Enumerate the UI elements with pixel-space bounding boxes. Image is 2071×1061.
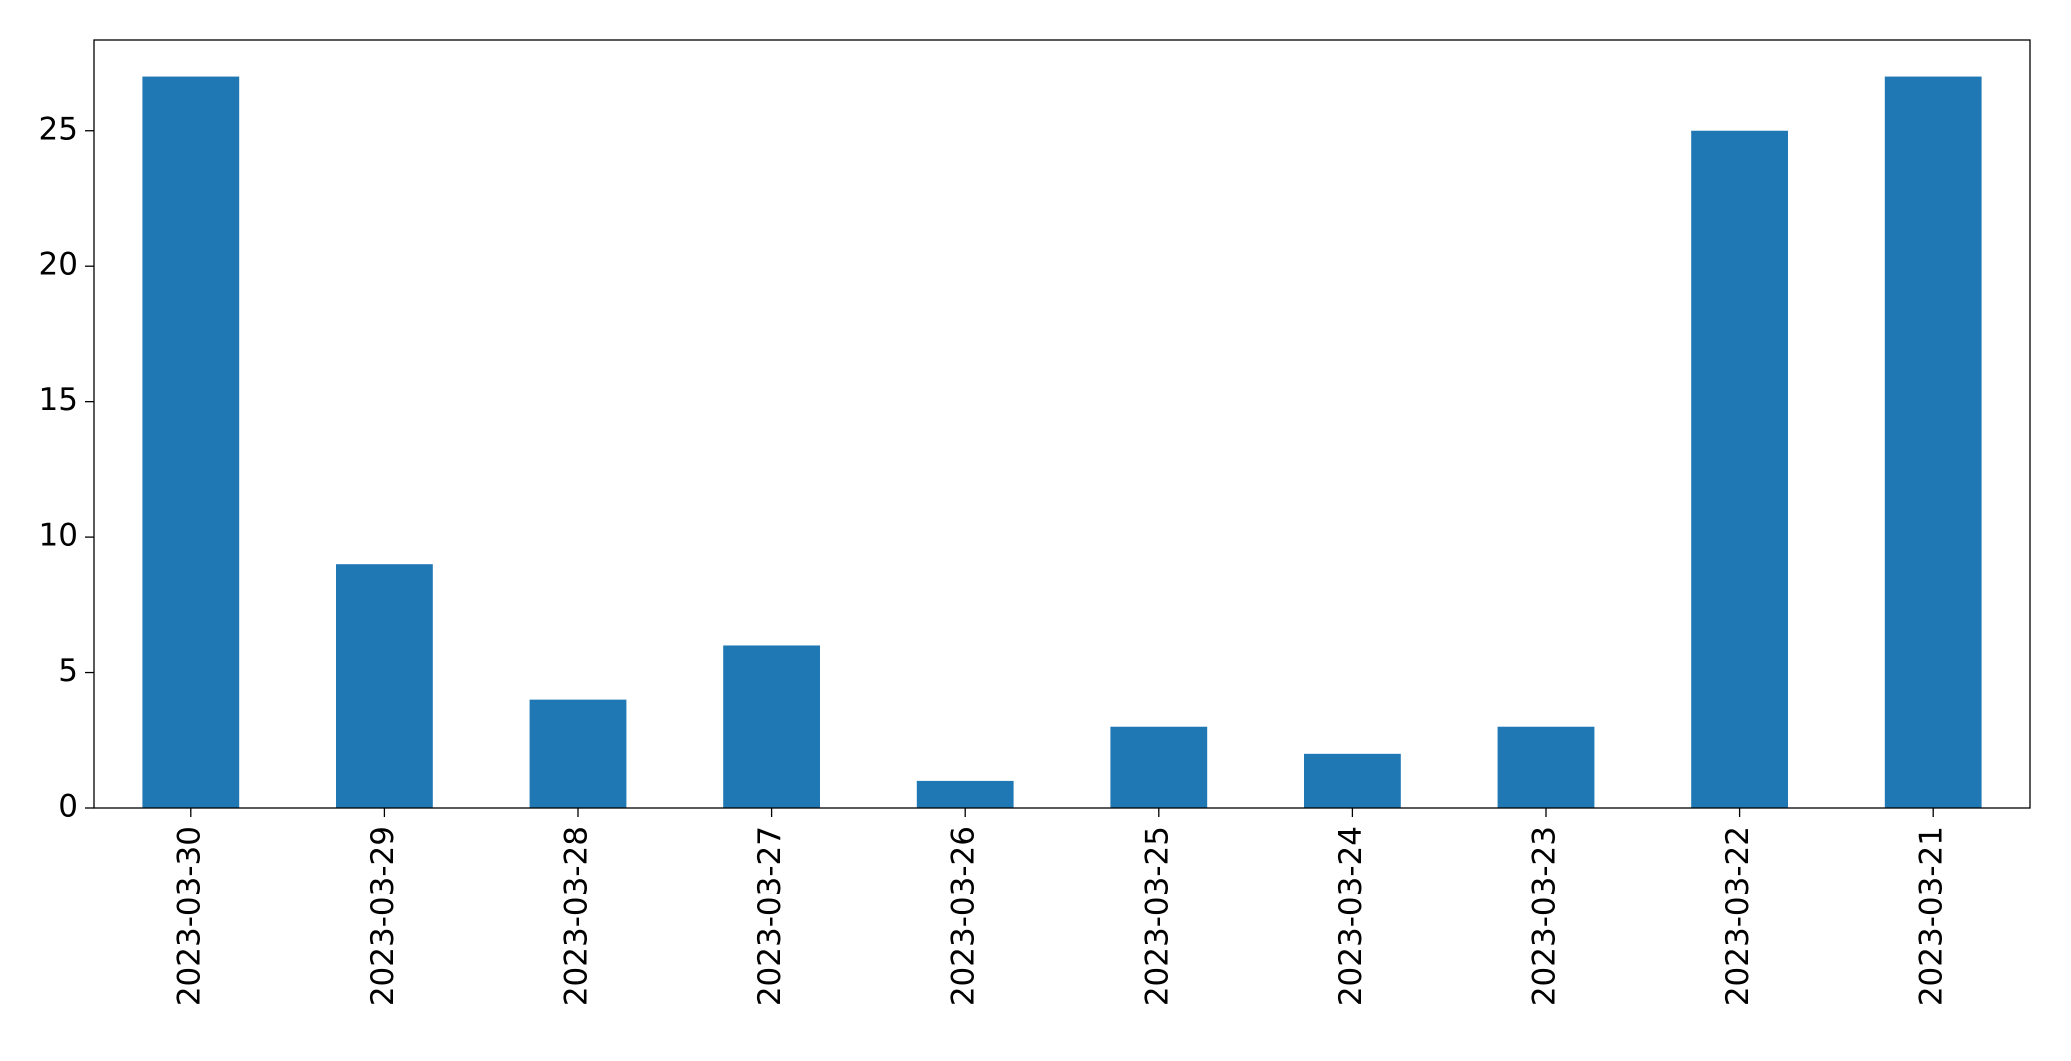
y-tick-label: 0 <box>58 789 78 825</box>
bar <box>1497 726 1595 808</box>
y-tick-label: 20 <box>39 247 78 283</box>
x-tick-label: 2023-03-25 <box>1139 826 1175 1006</box>
bar <box>529 699 627 808</box>
bar <box>916 780 1014 808</box>
plot-frame <box>93 39 2031 809</box>
x-tick-label: 2023-03-26 <box>946 826 982 1006</box>
x-tick-label: 2023-03-21 <box>1914 826 1950 1006</box>
x-tick-label: 2023-03-30 <box>171 826 207 1006</box>
x-tick-label: 2023-03-28 <box>559 826 595 1006</box>
x-tick-label: 2023-03-24 <box>1333 826 1369 1006</box>
x-tick-label: 2023-03-23 <box>1527 826 1563 1006</box>
bar <box>336 564 433 808</box>
bar <box>142 76 240 809</box>
bar <box>1304 753 1401 808</box>
x-tick-label: 2023-03-22 <box>1720 826 1756 1006</box>
bar <box>1691 130 1788 808</box>
y-tick-label: 5 <box>58 653 78 689</box>
bar <box>1884 76 1982 809</box>
bar <box>723 645 820 808</box>
x-tick-label: 2023-03-29 <box>365 826 401 1006</box>
x-tick-label: 2023-03-27 <box>752 826 788 1006</box>
y-tick-label: 15 <box>39 382 78 418</box>
bar <box>1110 726 1208 808</box>
y-tick-label: 10 <box>39 518 78 554</box>
y-tick-label: 25 <box>39 111 78 147</box>
